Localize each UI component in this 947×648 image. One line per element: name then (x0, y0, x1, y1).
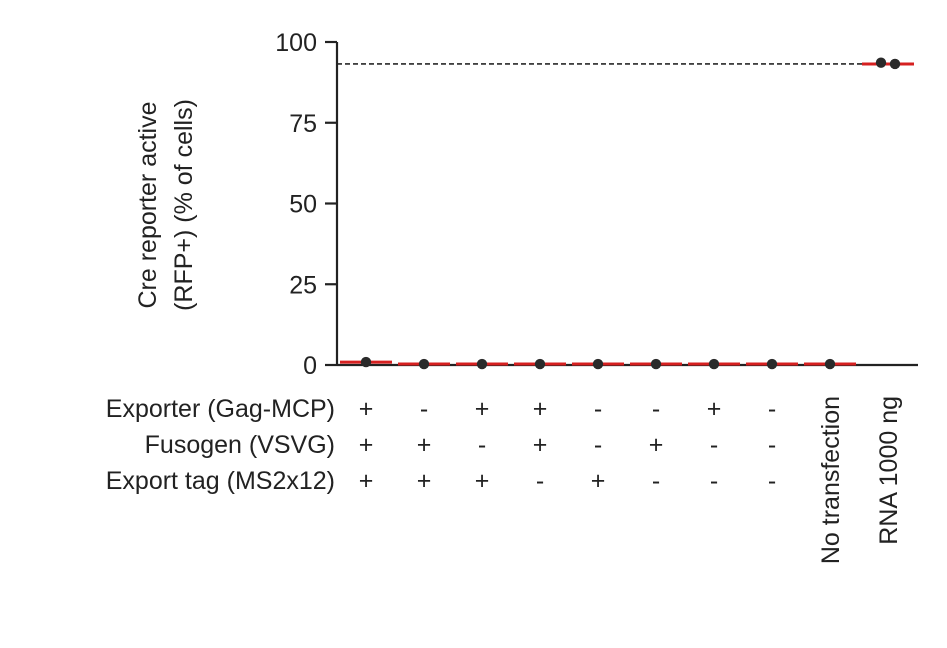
y-tick-label: 0 (303, 352, 317, 380)
condition-sign: + (533, 431, 548, 459)
condition-row-label: Export tag (MS2x12) (106, 467, 335, 495)
condition-sign: - (420, 395, 428, 423)
data-point (476, 358, 488, 370)
y-tick-label: 100 (275, 29, 317, 57)
condition-sign: - (652, 395, 660, 423)
y-tick-label: 75 (289, 110, 317, 138)
condition-sign: + (417, 467, 432, 495)
condition-sign: + (475, 395, 490, 423)
condition-sign: + (475, 467, 490, 495)
rotated-category-labels: No transfection RNA 1000 ng (817, 396, 903, 564)
condition-sign: + (359, 467, 374, 495)
condition-sign: + (359, 431, 374, 459)
condition-sign: - (768, 395, 776, 423)
condition-row-label: Exporter (Gag-MCP) (106, 395, 335, 423)
condition-sign: + (359, 395, 374, 423)
data-point (889, 58, 901, 70)
data-point (708, 358, 720, 370)
condition-sign: + (417, 431, 432, 459)
data-point (875, 57, 887, 68)
condition-sign: + (707, 395, 722, 423)
condition-sign: - (710, 431, 718, 459)
y-tick-label: 50 (289, 191, 317, 219)
data-point (534, 358, 546, 370)
condition-row-label: Fusogen (VSVG) (145, 431, 335, 459)
data-point (650, 358, 662, 370)
data-point (766, 358, 778, 370)
category-label: RNA 1000 ng (875, 396, 903, 545)
condition-sign: - (594, 431, 602, 459)
y-tick-label: 25 (289, 271, 317, 299)
data-point (418, 358, 430, 370)
y-axis-title-line-1: Cre reporter active (134, 101, 162, 308)
data-point (824, 358, 836, 370)
y-axis-title: Cre reporter active (RFP+) (% of cells) (134, 99, 198, 311)
data-point (592, 358, 604, 370)
condition-sign: - (536, 467, 544, 495)
condition-table: Exporter (Gag-MCP) + - + + - - + - Fusogen (VSVG)… (106, 395, 776, 495)
condition-sign: - (710, 467, 718, 495)
axes (335, 42, 918, 367)
condition-sign: + (649, 431, 664, 459)
y-ticks: 0 25 50 75 100 (275, 29, 337, 380)
condition-sign: - (478, 431, 486, 459)
y-axis-title-line-2: (RFP+) (% of cells) (170, 99, 198, 311)
condition-sign: - (594, 395, 602, 423)
condition-sign: + (533, 395, 548, 423)
condition-sign: - (768, 467, 776, 495)
category-label: No transfection (817, 396, 845, 564)
condition-sign: + (591, 467, 606, 495)
data-marks (340, 57, 914, 370)
condition-sign: - (652, 467, 660, 495)
data-point (360, 356, 372, 368)
condition-sign: - (768, 431, 776, 459)
